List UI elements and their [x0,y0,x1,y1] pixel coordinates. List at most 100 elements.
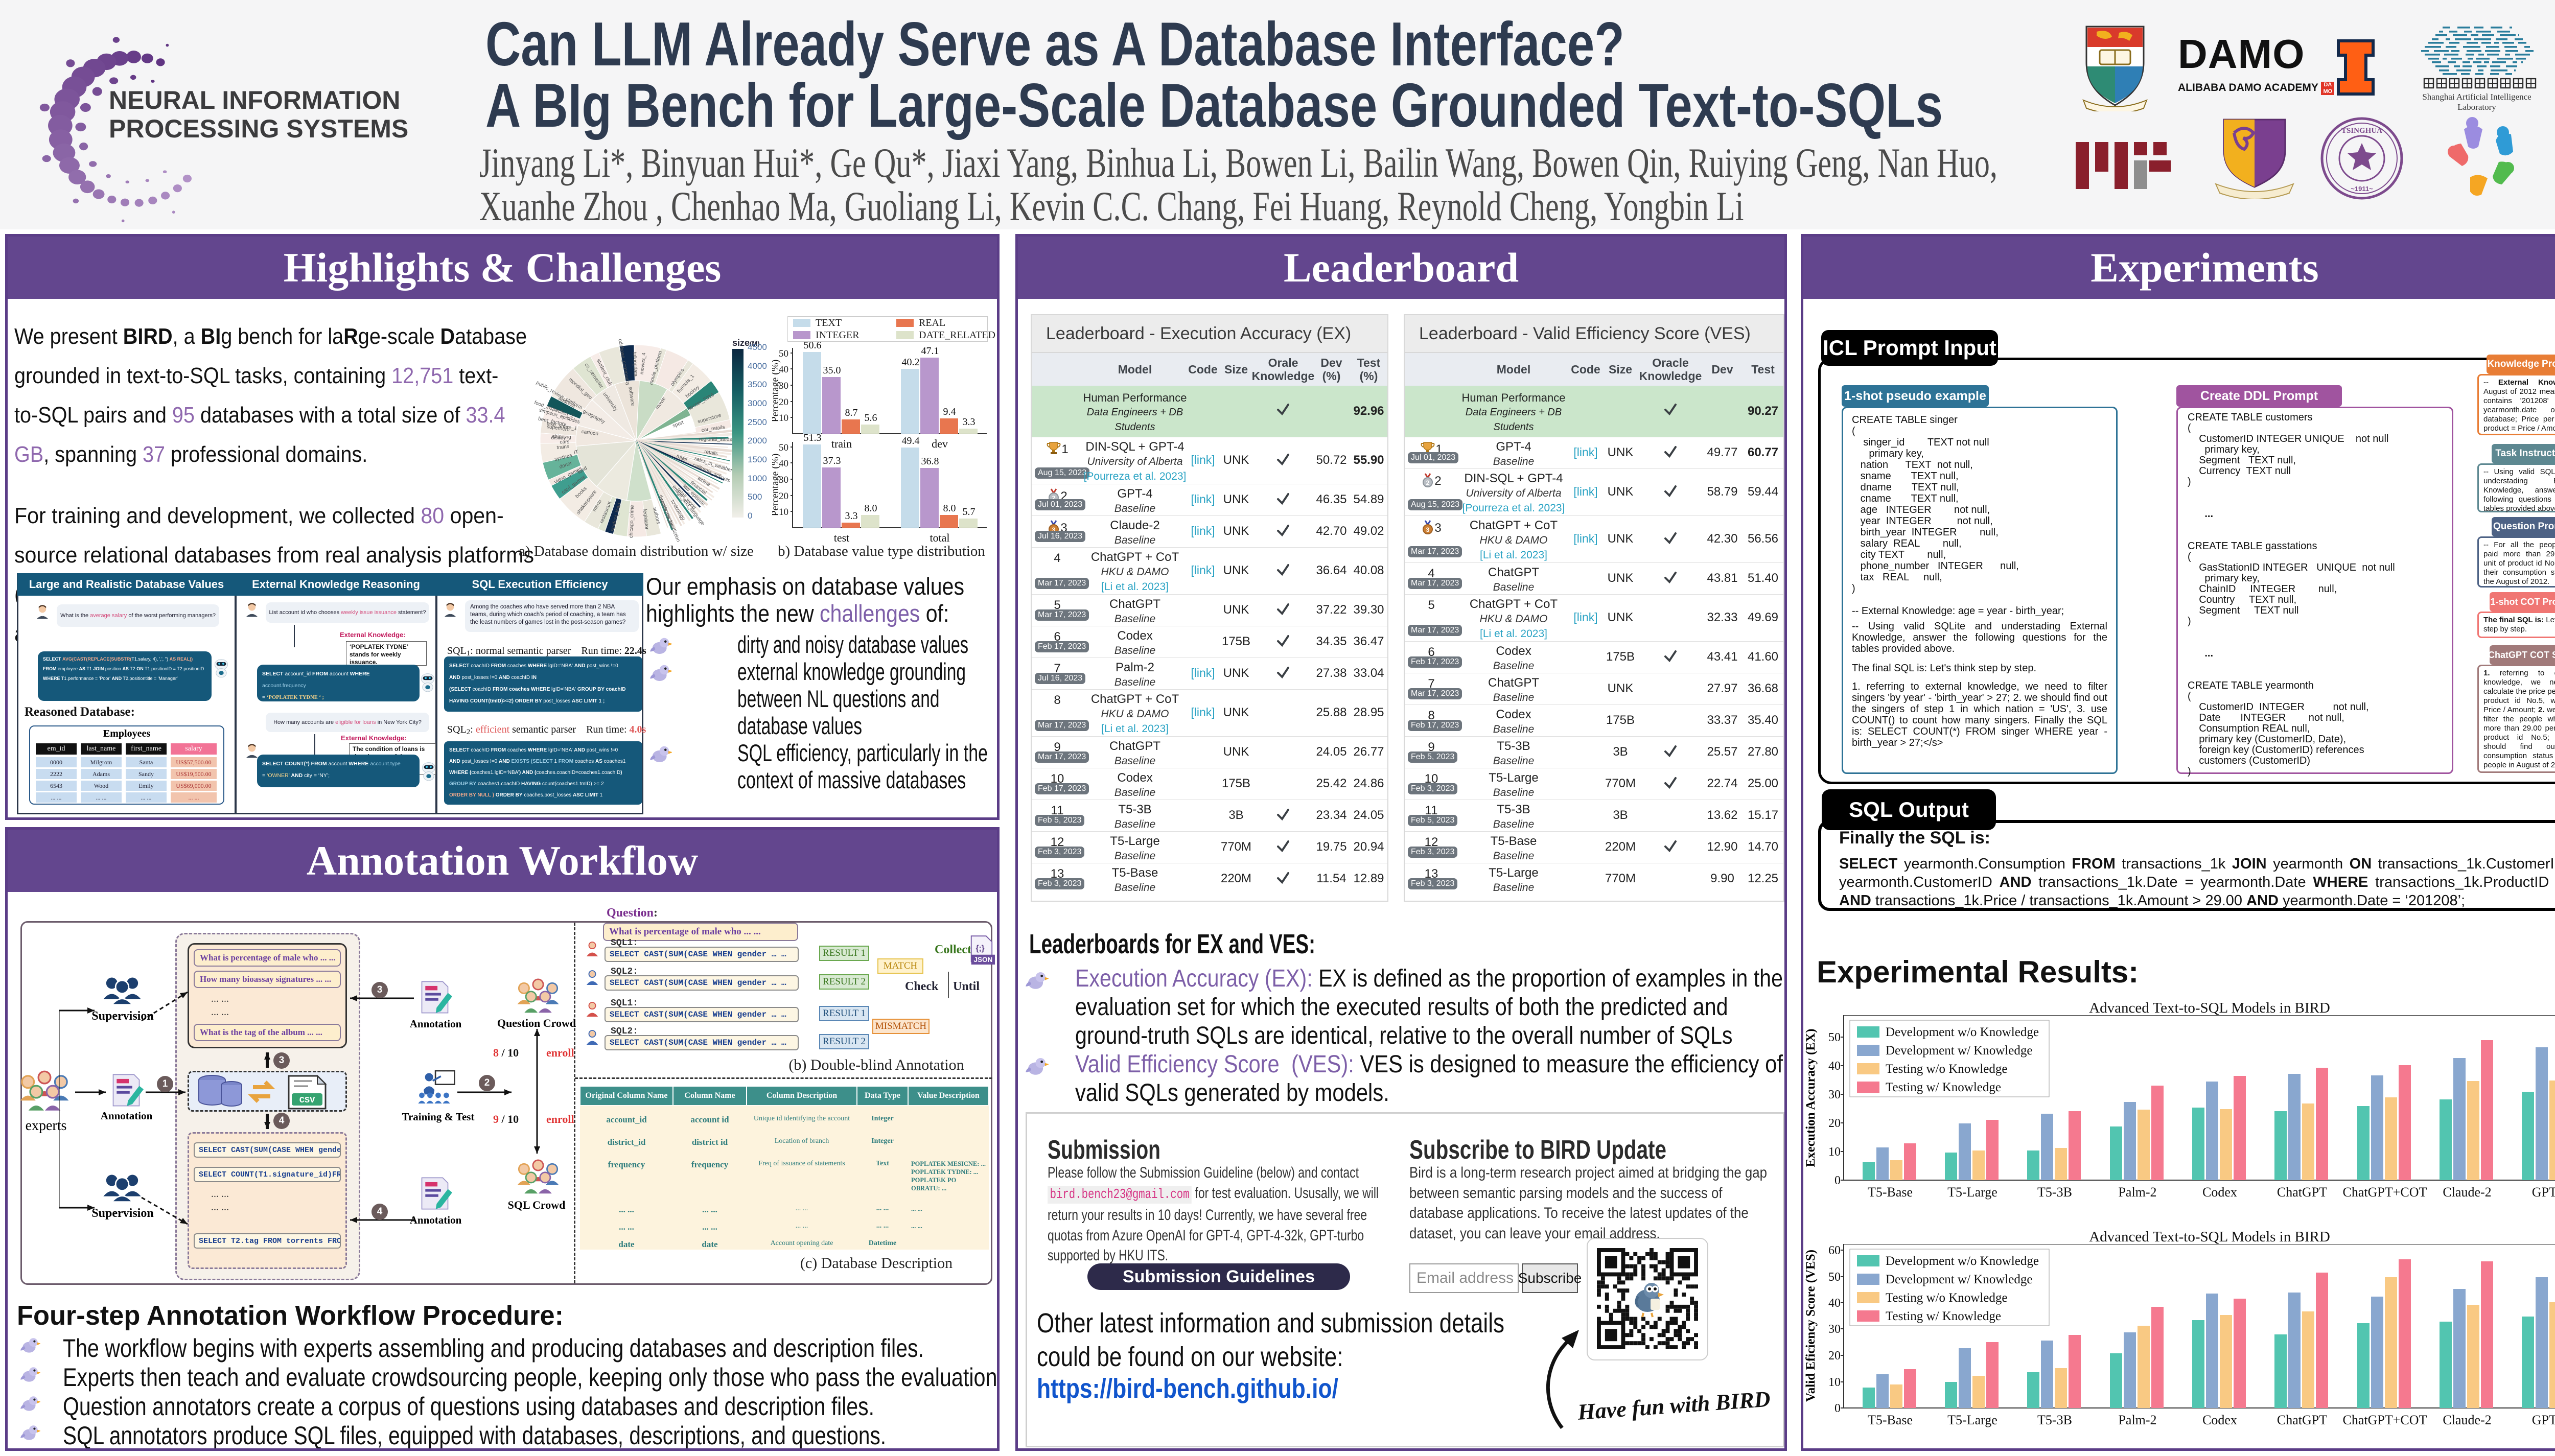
svg-text:2500: 2500 [748,417,767,427]
svg-text:Codex: Codex [2202,1185,2237,1200]
svg-text:talkingdata: talkingdata [632,352,638,377]
svg-text:1000: 1000 [748,474,767,483]
svg-text:JSON: JSON [973,956,992,964]
svg-text:Testing w/ Knowledge: Testing w/ Knowledge [1886,1309,2001,1323]
svg-text:60: 60 [1828,1244,1841,1257]
svg-text:TSINGHUA: TSINGHUA [2341,127,2382,135]
svg-text:3.3: 3.3 [963,416,975,428]
svg-text:50: 50 [1828,1271,1841,1284]
svg-text:40: 40 [779,458,788,469]
svg-text:Percentage (%): Percentage (%) [772,454,781,516]
svg-text:5.7: 5.7 [963,506,975,518]
svg-text:T5-Large: T5-Large [1947,1413,1997,1427]
svg-text:size(M): size(M) [732,339,760,348]
svg-text:Execution Accuracy (EX): Execution Accuracy (EX) [1804,1029,1818,1167]
svg-text:3000: 3000 [748,398,767,408]
svg-text:47.1: 47.1 [921,345,939,357]
svg-text:T5-Base: T5-Base [1868,1413,1913,1427]
svg-text:20: 20 [779,397,788,408]
svg-text:10: 10 [1828,1376,1841,1389]
svg-text:Testing w/o Knowledge: Testing w/o Knowledge [1886,1291,2008,1305]
svg-text:35.0: 35.0 [823,365,841,376]
svg-text:50.6: 50.6 [804,340,822,351]
svg-text:cars: cars [560,439,569,445]
svg-text:T5-Base: T5-Base [1868,1185,1913,1200]
svg-text:test: test [834,531,850,544]
svg-text:Codex: Codex [2202,1413,2237,1427]
svg-text:Development w/o Knowledge: Development w/o Knowledge [1886,1254,2039,1268]
svg-text:8.7: 8.7 [845,407,858,418]
svg-text:3: 3 [1426,526,1430,533]
svg-text:ChatGPT: ChatGPT [2277,1413,2327,1427]
svg-text:T5-Large: T5-Large [1947,1185,1997,1200]
svg-text:30: 30 [779,381,788,391]
svg-text:20: 20 [1828,1117,1841,1130]
svg-text:50: 50 [779,442,788,453]
svg-text:{;}: {;} [976,944,985,953]
svg-text:Claude-2: Claude-2 [2443,1413,2491,1427]
svg-text:51.3: 51.3 [804,432,822,443]
svg-text:Valid Eficiency Score (VES): Valid Eficiency Score (VES) [1804,1250,1818,1402]
svg-text:ChatGPT: ChatGPT [2277,1185,2327,1200]
svg-text:2: 2 [1052,495,1056,502]
svg-text:~1911~: ~1911~ [2351,185,2373,193]
svg-text:GPT-4: GPT-4 [2532,1413,2555,1427]
svg-text:20: 20 [779,491,788,502]
svg-text:Palm-2: Palm-2 [2118,1413,2156,1427]
svg-text:total: total [930,531,949,544]
svg-text:Development w/ Knowledge: Development w/ Knowledge [1886,1044,2032,1058]
svg-text:disney: disney [551,435,566,441]
svg-text:Testing w/ Knowledge: Testing w/ Knowledge [1886,1081,2001,1094]
svg-text:40.2: 40.2 [902,357,920,368]
svg-text:0: 0 [1834,1174,1841,1187]
svg-text:36.8: 36.8 [921,456,939,467]
svg-text:Development w/o Knowledge: Development w/o Knowledge [1886,1025,2039,1039]
svg-text:T5-3B: T5-3B [2037,1185,2072,1200]
svg-text:Claude-2: Claude-2 [2443,1185,2491,1200]
svg-text:50: 50 [1828,1031,1841,1044]
svg-text:Testing w/o Knowledge: Testing w/o Knowledge [1886,1062,2008,1076]
svg-text:10: 10 [779,413,788,424]
svg-text:37.3: 37.3 [823,455,841,466]
svg-text:T5-3B: T5-3B [2037,1413,2072,1427]
svg-text:legislator: legislator [642,509,649,530]
svg-text:0: 0 [748,511,752,521]
svg-text:trains: trains [556,444,569,451]
svg-text:3: 3 [1052,526,1056,533]
svg-text:4500: 4500 [748,342,767,352]
svg-text:3.3: 3.3 [845,510,858,522]
svg-text:30: 30 [1828,1088,1841,1101]
svg-text:3500: 3500 [748,380,767,389]
svg-text:8.0: 8.0 [865,503,877,514]
svg-text:chicago_crime: chicago_crime [629,505,635,538]
svg-text:cartoon: cartoon [581,429,599,437]
svg-text:Development w/ Knowledge: Development w/ Knowledge [1886,1273,2032,1286]
svg-text:Palm-2: Palm-2 [2118,1185,2156,1200]
svg-text:dev: dev [932,437,948,450]
svg-text:regional_sales: regional_sales [699,437,732,442]
svg-text:CSV: CSV [299,1096,315,1106]
svg-text:40: 40 [1828,1060,1841,1073]
svg-text:10: 10 [1828,1145,1841,1159]
svg-text:2: 2 [1426,479,1430,486]
svg-text:software: software [627,386,635,406]
svg-text:40: 40 [779,364,788,375]
svg-text:shipping: shipping [552,434,571,440]
svg-text:IT: IT [573,449,579,456]
svg-text:40: 40 [1828,1297,1841,1310]
svg-text:20: 20 [1828,1349,1841,1363]
svg-text:movies_4: movies_4 [639,352,647,374]
svg-text:0: 0 [1834,1402,1841,1415]
svg-text:ChatGPT+COT: ChatGPT+COT [2343,1185,2427,1200]
svg-text:49.4: 49.4 [902,435,920,447]
svg-text:4000: 4000 [748,361,767,371]
svg-text:ChatGPT+COT: ChatGPT+COT [2343,1413,2427,1427]
svg-text:5.6: 5.6 [865,412,877,424]
svg-text:50: 50 [779,348,788,359]
svg-text:500: 500 [748,492,762,502]
svg-text:2000: 2000 [748,436,767,445]
svg-text:train: train [831,437,852,450]
svg-text:GPT-4: GPT-4 [2532,1185,2555,1200]
svg-text:retails: retails [704,449,718,457]
svg-text:10: 10 [779,507,788,518]
